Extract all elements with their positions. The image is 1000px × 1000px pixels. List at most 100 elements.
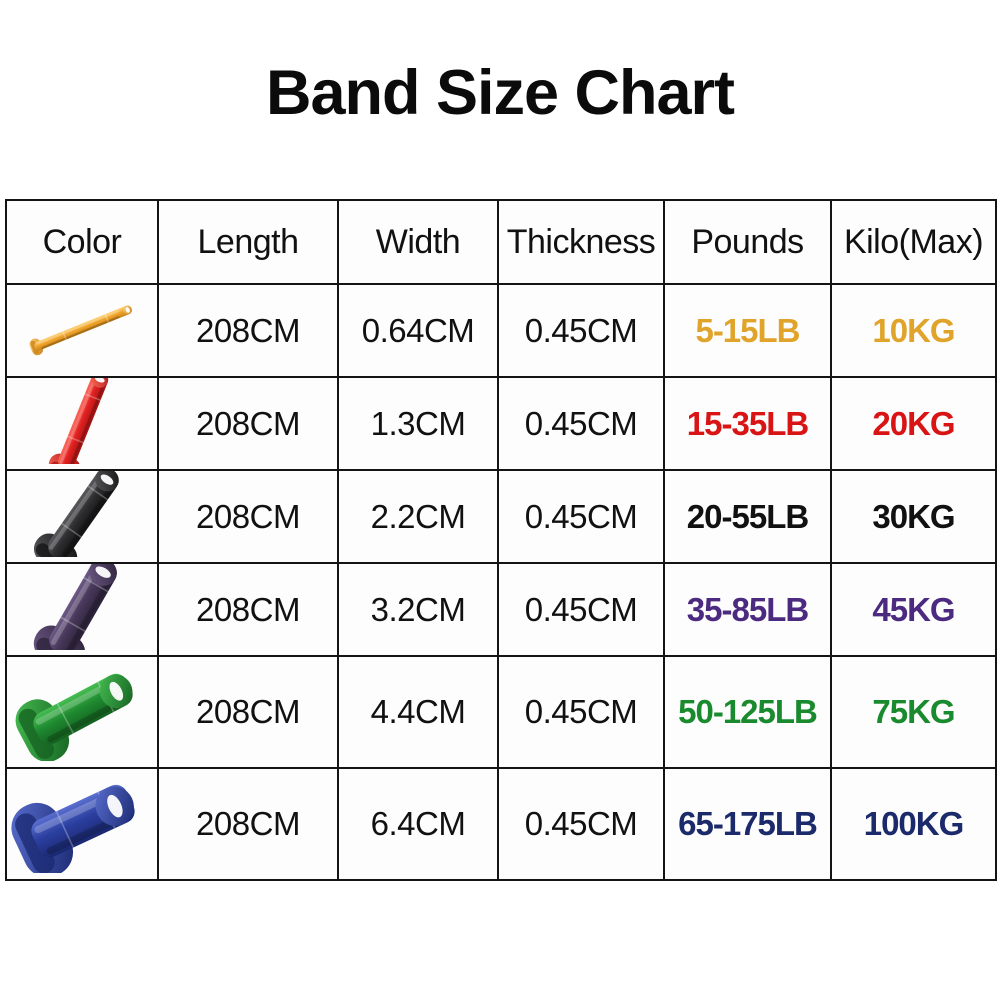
band-pounds-cell: 50-125LB (663, 655, 832, 769)
cell-value: 15-35LB (686, 404, 809, 442)
table-body: 208CM 0.64CM 0.45CM 5-15LB 10KG (5, 283, 997, 881)
cell-value: 65-175LB (678, 805, 818, 842)
cell-value: 208CM (196, 805, 300, 842)
band-color-cell (5, 655, 159, 769)
band-color-cell (5, 767, 159, 881)
band-pounds-cell: 5-15LB (663, 283, 832, 378)
table-row: 208CM 2.2CM 0.45CM 20-55LB 30KG (5, 469, 997, 564)
cell-value: 20-55LB (686, 497, 809, 535)
band-thickness-cell: 0.45CM (497, 469, 665, 564)
band-width-cell: 1.3CM (337, 376, 499, 471)
cell-value: 3.2CM (370, 590, 466, 628)
band-thickness-cell: 0.45CM (497, 376, 665, 471)
band-thickness-cell: 0.45CM (497, 655, 665, 769)
cell-value: 1.3CM (370, 404, 466, 442)
cell-value: 2.2CM (370, 497, 466, 535)
cell-value: 100KG (863, 805, 965, 842)
cell-value: 208CM (196, 311, 300, 349)
page-title: Band Size Chart (265, 58, 735, 128)
band-length-cell: 208CM (157, 376, 339, 471)
band-swatch (8, 379, 156, 468)
band-pounds-cell: 65-175LB (663, 767, 832, 881)
cell-value: 50-125LB (678, 693, 818, 730)
band-width-cell: 2.2CM (337, 469, 499, 564)
column-header-label: Kilo(Max) (843, 222, 984, 261)
band-length-cell: 208CM (157, 562, 339, 657)
band-pounds-cell: 20-55LB (663, 469, 832, 564)
band-kilo-cell: 100KG (830, 767, 997, 881)
header-row: Color Length Width Thickness Pounds Kilo… (5, 199, 997, 285)
cell-value: 0.45CM (524, 404, 638, 442)
table-row: 208CM 3.2CM 0.45CM 35-85LB 45KG (5, 562, 997, 657)
resistance-band-green-icon (15, 673, 133, 762)
band-color-cell (5, 376, 159, 471)
resistance-band-purple-icon (33, 565, 117, 654)
table-row: 208CM 1.3CM 0.45CM 15-35LB 20KG (5, 376, 997, 471)
column-header-length: Length (157, 199, 339, 285)
cell-value: 5-15LB (695, 311, 800, 349)
band-width-cell: 3.2CM (337, 562, 499, 657)
band-length-cell: 208CM (157, 655, 339, 769)
column-header-kilo: Kilo(Max) (830, 199, 997, 285)
cell-value: 0.45CM (524, 693, 638, 730)
column-header-color: Color (5, 199, 159, 285)
band-swatch (8, 565, 156, 654)
band-thickness-cell: 0.45CM (497, 283, 665, 378)
resistance-band-red-icon (48, 379, 109, 468)
band-length-cell: 208CM (157, 283, 339, 378)
band-kilo-cell: 30KG (830, 469, 997, 564)
cell-value: 0.64CM (361, 311, 475, 349)
band-swatch (8, 286, 156, 375)
cell-value: 75KG (872, 693, 955, 730)
cell-value: 0.45CM (524, 805, 638, 842)
band-width-cell: 4.4CM (337, 655, 499, 769)
cell-value: 6.4CM (370, 805, 466, 842)
column-header-width: Width (337, 199, 499, 285)
band-swatch (8, 472, 156, 561)
band-color-cell (5, 562, 159, 657)
band-length-cell: 208CM (157, 469, 339, 564)
cell-value: 0.45CM (524, 497, 638, 535)
band-thickness-cell: 0.45CM (497, 562, 665, 657)
table-row: 208CM 6.4CM 0.45CM 65-175LB 100KG (5, 767, 997, 881)
band-swatch (8, 658, 156, 766)
band-kilo-cell: 75KG (830, 655, 997, 769)
column-header-thickness: Thickness (497, 199, 665, 285)
cell-value: 45KG (872, 590, 955, 628)
column-header-label: Color (42, 222, 122, 261)
cell-value: 20KG (872, 404, 955, 442)
resistance-band-yellow-icon (29, 305, 132, 356)
band-pounds-cell: 35-85LB (663, 562, 832, 657)
cell-value: 10KG (872, 311, 955, 349)
band-width-cell: 0.64CM (337, 283, 499, 378)
band-width-cell: 6.4CM (337, 767, 499, 881)
column-header-label: Pounds (691, 222, 804, 261)
band-kilo-cell: 20KG (830, 376, 997, 471)
table-row: 208CM 4.4CM 0.45CM 50-125LB 75KG (5, 655, 997, 769)
resistance-band-blue-icon (11, 784, 135, 878)
resistance-band-black-icon (33, 472, 119, 561)
band-length-cell: 208CM (157, 767, 339, 881)
cell-value: 0.45CM (524, 311, 638, 349)
cell-value: 4.4CM (370, 693, 466, 730)
cell-value: 208CM (196, 497, 300, 535)
band-swatch (8, 770, 156, 878)
cell-value: 208CM (196, 590, 300, 628)
band-color-cell (5, 283, 159, 378)
band-thickness-cell: 0.45CM (497, 767, 665, 881)
cell-value: 0.45CM (524, 590, 638, 628)
cell-value: 30KG (872, 497, 955, 535)
band-pounds-cell: 15-35LB (663, 376, 832, 471)
column-header-label: Width (375, 222, 461, 261)
column-header-label: Thickness (506, 222, 656, 261)
cell-value: 208CM (196, 693, 300, 730)
cell-value: 35-85LB (686, 590, 809, 628)
cell-value: 208CM (196, 404, 300, 442)
column-header-pounds: Pounds (663, 199, 832, 285)
band-kilo-cell: 45KG (830, 562, 997, 657)
table-header: Color Length Width Thickness Pounds Kilo… (5, 199, 997, 285)
column-header-label: Length (197, 222, 300, 261)
band-size-table: Color Length Width Thickness Pounds Kilo… (5, 199, 997, 881)
band-kilo-cell: 10KG (830, 283, 997, 378)
